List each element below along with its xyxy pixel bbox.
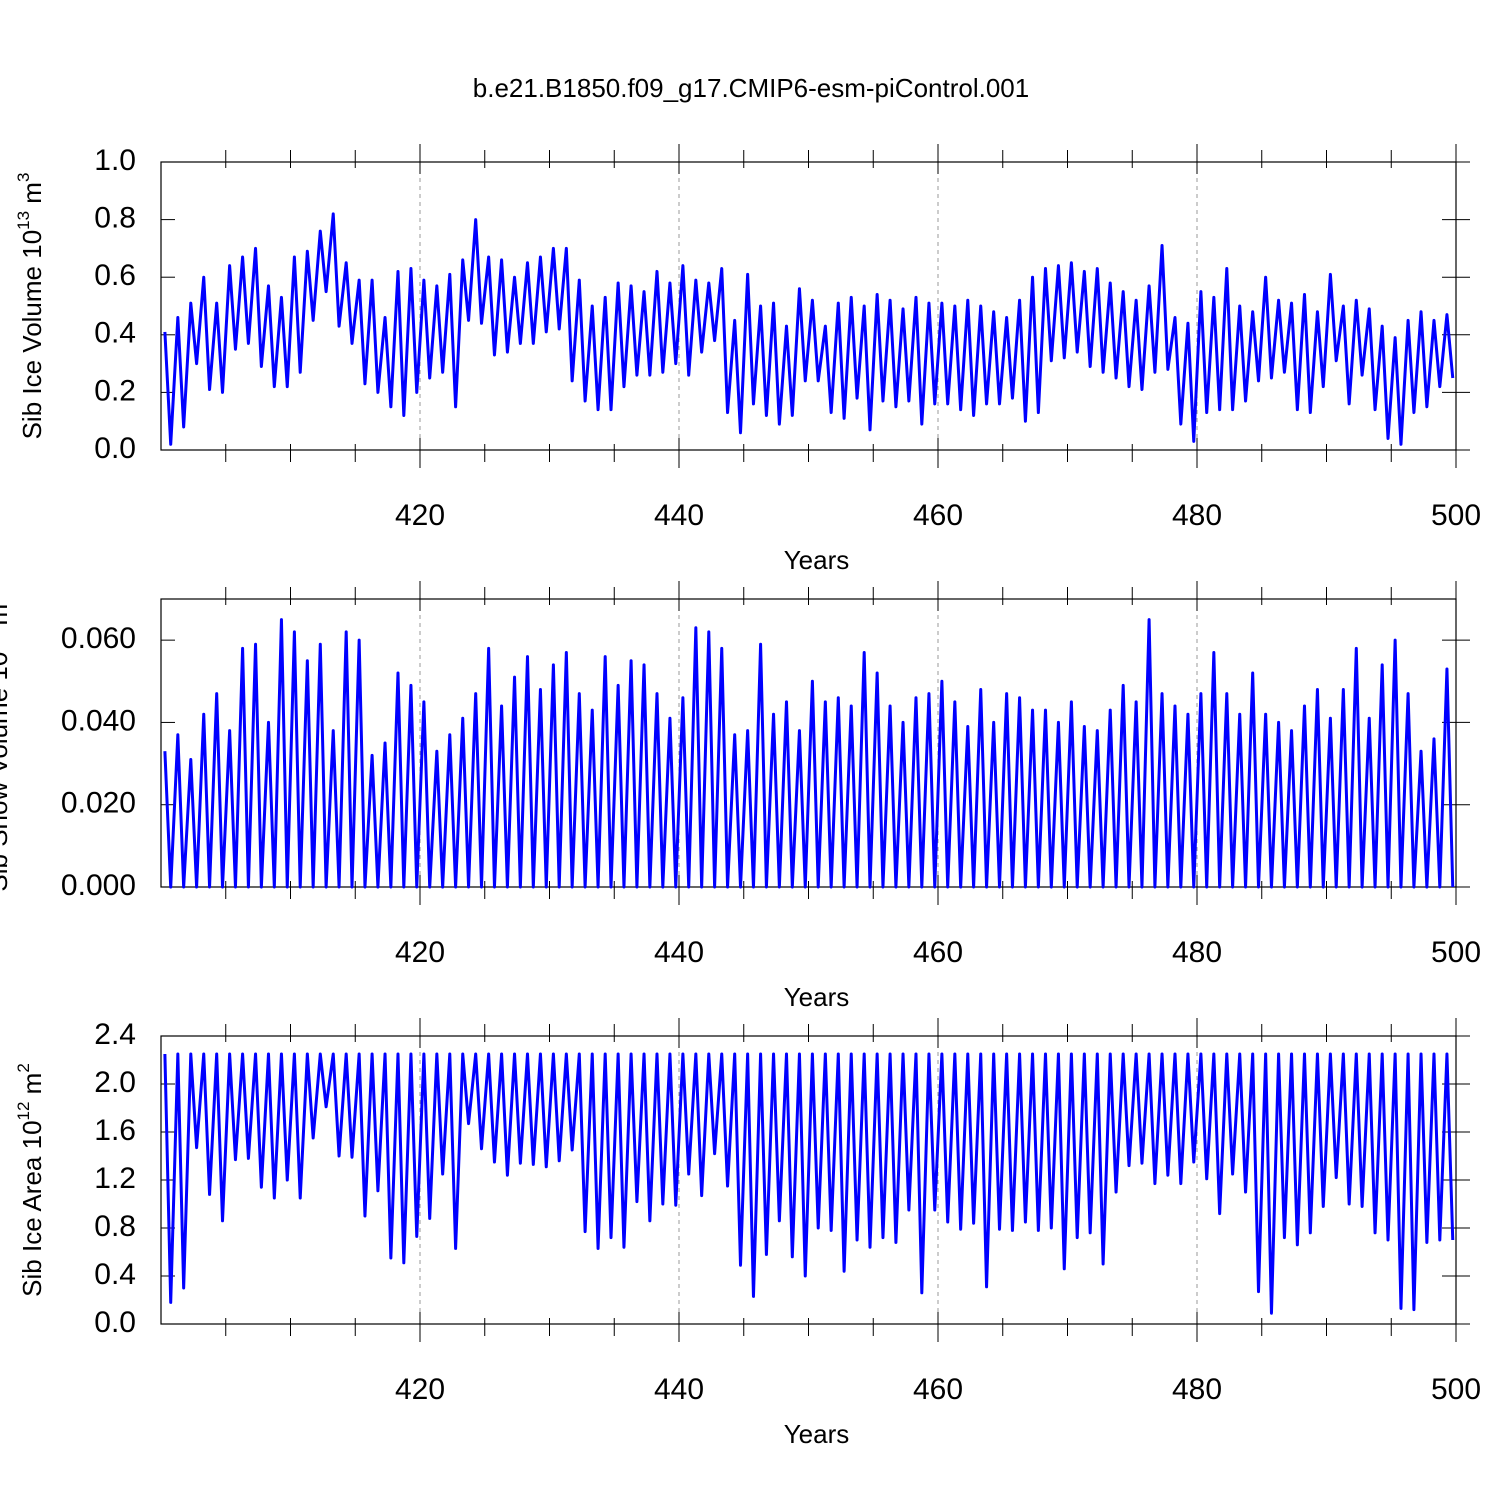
y-axis-label: Sib Snow Volume 1013 m3: [0, 594, 13, 891]
y-axis-label-part: Sib Ice Area 10: [17, 1120, 47, 1296]
y-tick-label: 0.8: [94, 202, 136, 235]
y-axis-label-part: Sib Ice Volume 10: [17, 230, 47, 440]
y-axis-label: Sib Ice Volume 1013 m3: [14, 173, 47, 440]
y-tick-label: 0.4: [94, 1258, 136, 1291]
y-tick-label: 1.2: [94, 1162, 136, 1195]
data-line: [163, 212, 1455, 446]
data-line: [163, 1052, 1455, 1315]
y-axis-label-superscript: 13: [14, 211, 33, 230]
y-tick-label: 0.2: [94, 374, 136, 407]
plot-frame: [160, 1035, 1457, 1325]
plot-frame: [160, 161, 1457, 451]
x-tick-label: 500: [1431, 1373, 1481, 1406]
x-tick-label: 420: [395, 499, 445, 532]
y-tick-label: 0.060: [61, 622, 136, 655]
x-axis-label: Years: [784, 982, 850, 1012]
y-axis-label-superscript: 2: [14, 1063, 33, 1072]
y-tick-label: 0.000: [61, 869, 136, 902]
y-tick-label: 2.0: [94, 1066, 136, 1099]
y-tick-label: 0.8: [94, 1210, 136, 1243]
y-tick-label: 0.6: [94, 259, 136, 292]
y-tick-label: 1.0: [94, 144, 136, 177]
x-tick-label: 480: [1172, 1373, 1222, 1406]
x-axis-label: Years: [784, 1419, 850, 1449]
y-tick-label: 0.020: [61, 787, 136, 820]
y-tick-label: 0.0: [94, 432, 136, 465]
x-tick-label: 440: [654, 936, 704, 969]
y-axis-label-part: Sib Snow Volume 10: [0, 652, 13, 892]
data-line: [163, 618, 1455, 889]
y-tick-label: 0.0: [94, 1306, 136, 1339]
x-tick-label: 480: [1172, 936, 1222, 969]
x-tick-label: 460: [913, 1373, 963, 1406]
figure-title: b.e21.B1850.f09_g17.CMIP6-esm-piControl.…: [473, 73, 1029, 103]
x-tick-label: 440: [654, 499, 704, 532]
y-tick-label: 0.4: [94, 317, 136, 350]
y-tick-label: 1.6: [94, 1114, 136, 1147]
y-axis-label-part: m: [0, 604, 13, 633]
x-axis-label: Years: [784, 545, 850, 575]
y-tick-label: 0.040: [61, 704, 136, 737]
x-tick-label: 500: [1431, 499, 1481, 532]
plot-frame: [160, 598, 1457, 888]
x-tick-label: 440: [654, 1373, 704, 1406]
x-tick-label: 460: [913, 936, 963, 969]
x-tick-label: 460: [913, 499, 963, 532]
y-axis-label-superscript: 12: [14, 1102, 33, 1121]
y-axis-label-superscript: 3: [14, 173, 33, 182]
y-axis-label-part: m: [17, 182, 47, 211]
y-axis-label: Sib Ice Area 1012 m2: [14, 1063, 47, 1297]
y-axis-label-part: m: [17, 1073, 47, 1102]
x-tick-label: 500: [1431, 936, 1481, 969]
x-tick-label: 480: [1172, 499, 1222, 532]
x-tick-label: 420: [395, 936, 445, 969]
x-tick-label: 420: [395, 1373, 445, 1406]
y-tick-label: 2.4: [94, 1018, 136, 1051]
